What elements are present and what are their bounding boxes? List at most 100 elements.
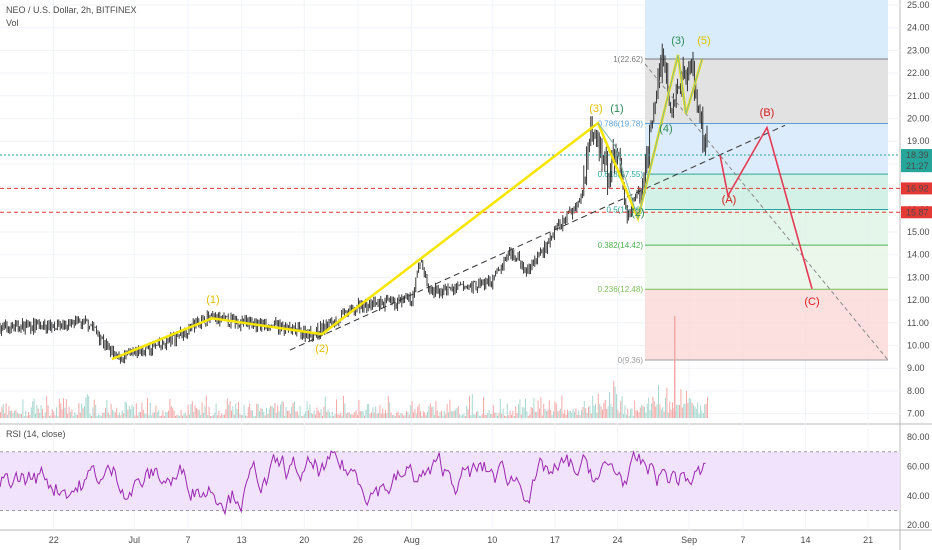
volume-bar <box>383 413 385 418</box>
volume-bar <box>407 411 409 418</box>
volume-bar <box>656 403 658 418</box>
volume-bar <box>536 411 538 418</box>
volume-bar <box>72 415 74 418</box>
volume-bar <box>144 413 146 418</box>
volume-bar <box>106 399 108 418</box>
wave-label: (1) <box>206 294 219 306</box>
price-badge-text: 16.92 <box>906 183 929 193</box>
volume-bar <box>102 412 104 418</box>
volume-bar <box>47 405 49 418</box>
volume-bar <box>604 399 606 418</box>
volume-bar <box>428 405 430 418</box>
volume-bar <box>278 411 280 418</box>
volume-bar <box>9 410 11 418</box>
drawings-layer[interactable]: (1) (2) (3) (1) (2) (3) (4) (5) (A) (B) (C) <box>0 35 900 361</box>
volume-bar <box>526 411 528 418</box>
rsi-tick-label: 20.00 <box>907 520 930 530</box>
rsi-pane[interactable]: 80.00 60.00 40.00 20.00 <box>0 432 930 530</box>
volume-bar <box>448 412 449 418</box>
symbol-title: NEO / U.S. Dollar, 2h, BITFINEX <box>6 5 137 15</box>
volume-bar <box>46 396 48 418</box>
volume-bar <box>250 410 252 418</box>
volume-bar <box>166 412 168 418</box>
volume-bar <box>421 415 423 418</box>
volume-bar <box>561 395 563 418</box>
volume-bar <box>644 406 645 418</box>
volume-bar <box>519 399 521 418</box>
volume-bar <box>672 402 673 418</box>
volume-bar <box>317 410 319 418</box>
volume-bar <box>607 406 609 418</box>
volume-bar <box>452 411 454 418</box>
volume-bar <box>618 412 620 418</box>
volume-bar <box>645 412 647 418</box>
volume-bar <box>294 401 295 418</box>
volume-bar <box>491 413 493 418</box>
volume-bar <box>296 411 298 418</box>
volume-label: Vol <box>6 18 19 28</box>
volume-bar <box>630 409 631 418</box>
volume-bar <box>683 404 685 418</box>
volume-bar <box>637 410 638 418</box>
rsi-tick-label: 60.00 <box>907 461 930 471</box>
volume-bar <box>74 412 76 418</box>
volume-bar <box>340 413 342 418</box>
wave-label: (C) <box>804 296 819 308</box>
volume-bar <box>473 414 475 418</box>
volume-bar <box>540 397 542 418</box>
volume-bar <box>218 410 220 418</box>
volume-bar <box>277 405 279 418</box>
volume-bar <box>614 386 616 418</box>
volume-bar <box>289 413 291 418</box>
volume-bar <box>121 410 123 418</box>
volume-bar <box>478 415 480 418</box>
volume-bar <box>15 409 17 418</box>
volume-bar <box>256 403 258 418</box>
volume-bar <box>565 414 567 418</box>
volume-bar <box>93 399 95 418</box>
volume-bar <box>305 411 307 418</box>
volume-bar <box>313 410 315 418</box>
volume-bar <box>205 395 207 418</box>
volume-bar <box>88 396 90 418</box>
volume-bar <box>30 407 32 418</box>
volume-bar <box>336 399 337 418</box>
volume-bar <box>600 406 602 418</box>
volume-bar <box>502 408 504 418</box>
volume-bar <box>494 412 496 418</box>
volume-bar <box>352 414 354 418</box>
volume-bar <box>319 412 321 418</box>
volume-bar <box>602 409 603 418</box>
volume-bar <box>666 387 668 418</box>
volume-bar <box>550 409 552 418</box>
volume-bar <box>271 405 273 418</box>
volume-bar <box>505 415 507 418</box>
volume-bar <box>33 398 35 418</box>
volume-bar <box>133 406 134 418</box>
volume-bar <box>260 408 262 418</box>
volume-bar <box>617 410 619 418</box>
volume-bar <box>476 411 477 418</box>
volume-bar <box>460 415 462 418</box>
volume-bar <box>432 406 434 418</box>
price-badge-text: 21:27 <box>906 161 929 171</box>
wave-label: (4) <box>659 123 672 135</box>
volume-bar <box>387 395 389 418</box>
volume-bar <box>18 413 20 418</box>
volume-bar <box>441 410 442 418</box>
volume-bar <box>92 407 94 418</box>
volume-bar <box>652 396 654 418</box>
volume-bar <box>592 396 594 418</box>
volume-bar <box>86 394 88 418</box>
volume-bar <box>29 414 31 418</box>
price-candles[interactable] <box>0 43 708 364</box>
volume-bar <box>597 393 599 418</box>
wave-label: (A) <box>722 194 737 206</box>
price-tick-label: 23.00 <box>907 45 930 55</box>
time-tick-label: 10 <box>487 535 497 545</box>
volume-bar <box>373 412 375 418</box>
volume-bar <box>627 408 629 418</box>
volume-bar <box>53 411 55 418</box>
volume-bar <box>501 413 503 418</box>
